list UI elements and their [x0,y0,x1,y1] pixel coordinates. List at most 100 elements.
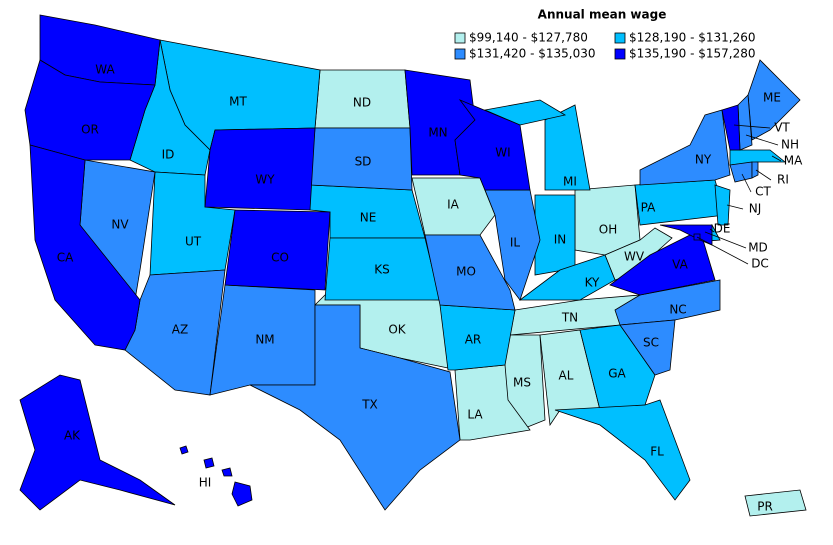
state-label: AK [64,429,81,443]
state-shape [544,104,591,191]
state-label: WA [95,63,115,77]
state-shape [554,399,691,501]
state-label: GA [608,367,626,381]
state-label: NE [360,211,377,225]
leader-line [745,134,779,146]
state-label: AR [465,333,482,347]
state-label: ND [353,96,371,110]
state-label: TX [361,398,378,412]
state-label: OR [81,123,99,137]
state-label: CT [755,185,771,199]
state-label: OH [599,223,617,237]
state-shape [714,184,731,226]
state-shape [204,127,316,211]
state-label: MI [563,175,577,189]
state-label: NH [781,138,799,152]
state-label: AL [559,369,574,383]
leader-line [755,169,772,181]
state-label: NJ [749,202,762,216]
state-label: FL [650,445,664,459]
state-shape [29,144,141,351]
legend-swatch [454,32,466,44]
state-label: NV [111,218,129,232]
state-label: IA [447,198,460,212]
state-shape [721,104,741,151]
state-label: VA [672,258,688,272]
state-label: TN [561,311,578,325]
state-shape [19,374,176,511]
state-shape [744,489,807,517]
state-labels: ND IA OK OH WV TN MS AL LA PR MT ID UT NE KS MI IN KY AR PA… [57,63,803,514]
state-shape [411,177,496,236]
state-shape [751,161,759,179]
state-label: CA [57,251,74,265]
state-shape [639,109,731,186]
state-label: AZ [172,323,188,337]
state-shape [224,209,331,291]
state-shape [454,99,531,191]
state-label: ME [763,91,781,105]
leader-line [704,231,747,249]
state-shape [221,467,233,477]
state-label: VT [774,121,790,135]
state-label: DC [751,257,769,271]
state-label: LA [467,408,483,422]
legend-label: $135,190 - $157,280 [629,47,755,61]
state-label: MN [428,126,447,140]
legend-label: $99,140 - $127,780 [469,31,588,45]
state-label: KS [374,263,390,277]
state-shape [729,149,787,166]
state-label: MA [784,154,803,168]
state-label: RI [777,173,789,187]
state-label: WY [255,173,275,187]
state-label: WI [495,146,510,160]
state-shape [609,229,716,296]
state-label: OK [388,323,406,337]
legend-title: Annual mean wage [538,8,667,22]
legend-swatch [614,32,626,44]
legend-label: $128,190 - $131,260 [629,31,755,45]
state-label: MS [513,376,531,390]
state-shape [231,481,253,507]
state-shape [249,304,461,511]
state-label: SD [355,155,372,169]
state-label: KY [585,276,600,290]
state-label: NM [255,333,274,347]
state-label: MT [229,95,247,109]
state-label: ID [162,148,175,162]
leader-line [726,204,744,210]
state-label: SC [643,336,659,350]
state-label: PA [641,201,656,215]
state-label: MO [456,265,476,279]
state-label: IN [554,233,567,247]
state-shape [424,234,516,311]
state-label: UT [185,235,202,249]
leader-line [771,155,782,162]
legend-swatch [454,48,466,60]
state-label: WV [624,250,645,264]
state-label: PR [757,500,773,514]
legend-swatch [614,48,626,60]
state-label: MD [748,241,768,255]
leader-line [733,124,771,129]
states [19,14,807,517]
state-label: CO [271,251,289,265]
state-shape [518,254,616,301]
state-label: HI [199,476,212,490]
state-label: DE [714,222,731,236]
state-label: NY [695,153,712,167]
state-shape [24,59,156,161]
state-shape [179,445,189,455]
state-label: IL [510,236,521,250]
state-label: NC [669,303,686,317]
legend: $99,140 - $127,780 $128,190 - $131,260 $13… [454,31,755,61]
state-shape [579,324,656,411]
legend-label: $131,420 - $135,030 [469,47,595,61]
state-shape [203,457,215,469]
state-shape [659,224,713,246]
leader-line [741,173,752,193]
leader-line [709,228,715,233]
leader-line [696,236,749,265]
state-shape [619,319,676,376]
